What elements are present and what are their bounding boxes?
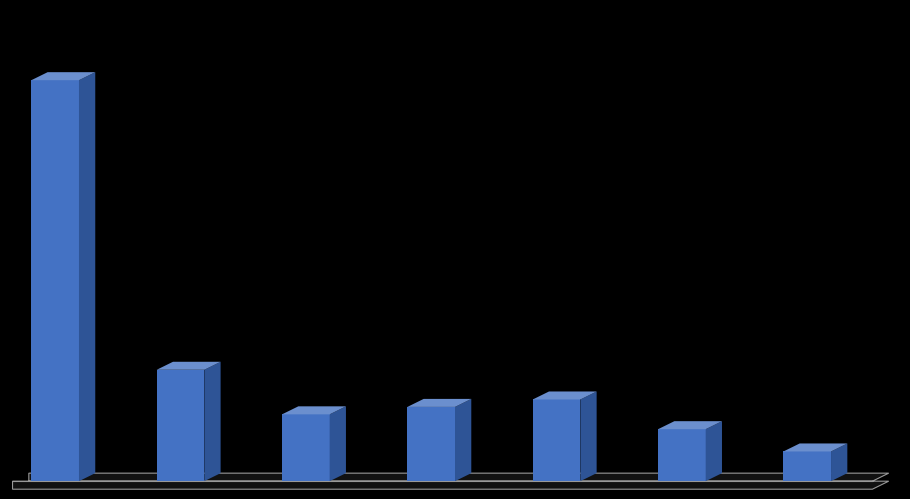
- Polygon shape: [784, 452, 831, 481]
- Polygon shape: [157, 370, 205, 481]
- Polygon shape: [31, 80, 79, 481]
- Polygon shape: [31, 72, 96, 80]
- Polygon shape: [282, 414, 329, 481]
- Polygon shape: [205, 362, 220, 481]
- Polygon shape: [658, 429, 705, 481]
- Polygon shape: [581, 392, 597, 481]
- Polygon shape: [408, 399, 471, 407]
- Polygon shape: [532, 392, 597, 400]
- Polygon shape: [784, 444, 847, 452]
- Polygon shape: [13, 473, 889, 489]
- Polygon shape: [455, 399, 471, 481]
- Polygon shape: [329, 406, 346, 481]
- Polygon shape: [157, 362, 220, 370]
- Polygon shape: [79, 72, 96, 481]
- Polygon shape: [408, 407, 455, 481]
- Polygon shape: [658, 421, 722, 429]
- Polygon shape: [705, 421, 722, 481]
- Polygon shape: [532, 400, 581, 481]
- Polygon shape: [282, 406, 346, 414]
- Polygon shape: [831, 444, 847, 481]
